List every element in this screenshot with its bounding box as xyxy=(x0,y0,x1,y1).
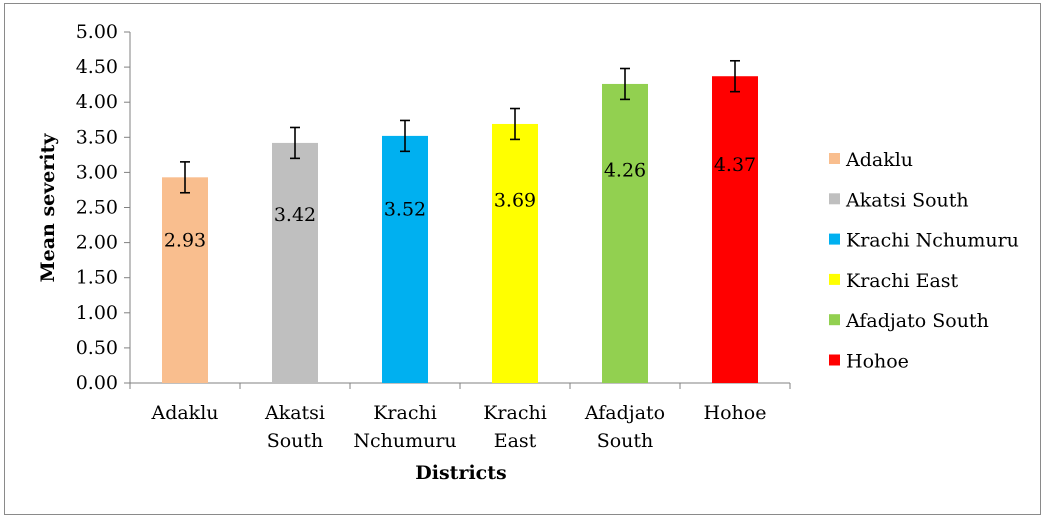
y-tick-label: 1.00 xyxy=(76,302,118,324)
legend-label: Afadjato South xyxy=(845,310,989,332)
data-label: 3.52 xyxy=(384,199,426,221)
category-labels: Adaklu Akatsi South Krachi Nchumuru Krachi Eas… xyxy=(150,402,766,452)
legend-swatch xyxy=(829,153,840,164)
y-tick-label: 4.50 xyxy=(76,56,118,78)
category-label: Afadjato xyxy=(584,402,665,424)
data-labels: 2.93 3.42 3.52 3.69 4.26 4.37 xyxy=(164,154,756,252)
legend-swatch xyxy=(829,273,840,285)
y-tick-label: 0.50 xyxy=(76,337,118,359)
category-label: Krachi xyxy=(373,402,437,424)
error-bars xyxy=(180,59,740,194)
y-tick-label: 2.50 xyxy=(76,197,118,219)
x-axis-title: Districts xyxy=(415,462,506,484)
legend-swatch xyxy=(829,314,840,326)
bar xyxy=(492,123,538,383)
y-tick-label: 5.00 xyxy=(76,21,118,43)
bar xyxy=(712,76,758,383)
category-label: Adaklu xyxy=(150,402,218,424)
y-tick-label: 1.50 xyxy=(76,267,118,289)
data-label: 3.69 xyxy=(494,190,536,212)
y-tick-label: 3.00 xyxy=(76,161,118,183)
bar xyxy=(272,142,318,383)
bars xyxy=(162,76,758,383)
legend-label: Krachi East xyxy=(846,270,959,292)
legend-swatch xyxy=(829,354,840,366)
data-label: 4.37 xyxy=(714,154,756,176)
x-axis xyxy=(129,382,791,389)
data-label: 2.93 xyxy=(164,230,206,252)
category-label: Akatsi xyxy=(264,402,325,424)
y-tick-label: 3.50 xyxy=(76,126,118,148)
legend-label: Akatsi South xyxy=(845,189,969,211)
data-label: 3.42 xyxy=(274,204,316,226)
data-label: 4.26 xyxy=(604,160,646,182)
legend: Adaklu Akatsi South Krachi Nchumuru Krachi … xyxy=(829,149,1019,373)
y-tick-label: 0.00 xyxy=(76,372,118,394)
category-label: Krachi xyxy=(483,402,547,424)
category-label: South xyxy=(267,430,324,452)
legend-swatch xyxy=(829,233,840,245)
y-tick-label: 4.00 xyxy=(76,91,118,113)
legend-label: Hohoe xyxy=(846,351,909,373)
bar xyxy=(602,83,648,383)
y-tick-label: 2.00 xyxy=(76,232,118,254)
category-label: Nchumuru xyxy=(353,430,456,452)
legend-label: Krachi Nchumuru xyxy=(846,230,1019,252)
bar xyxy=(162,177,208,383)
legend-swatch xyxy=(829,193,840,205)
chart-frame xyxy=(4,3,1041,515)
y-axis: 0.00 0.50 1.00 1.50 2.00 2.50 3.00 3.50 4.00 4.50… xyxy=(76,21,131,394)
category-label: East xyxy=(494,430,537,452)
category-label: South xyxy=(597,430,654,452)
bar xyxy=(382,135,428,383)
legend-label: Adaklu xyxy=(845,149,913,171)
category-label: Hohoe xyxy=(704,402,767,424)
y-axis-title: Mean severity xyxy=(37,133,59,283)
